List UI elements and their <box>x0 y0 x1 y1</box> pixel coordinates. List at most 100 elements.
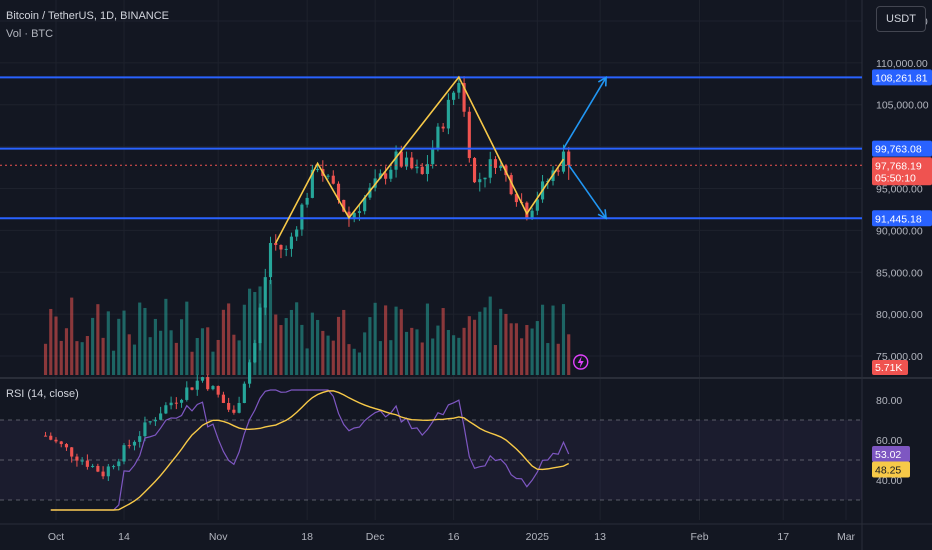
resistance-price-label-text: 108,261.81 <box>875 72 928 84</box>
candle-body <box>179 399 184 403</box>
candle-body <box>336 183 341 200</box>
volume-bar <box>242 304 246 375</box>
volume-bar <box>472 319 477 375</box>
volume-bar <box>509 323 513 375</box>
volume-bar <box>111 350 116 375</box>
pattern-drawing[interactable] <box>275 75 608 244</box>
candle-body <box>561 151 566 172</box>
candle-body <box>148 421 152 423</box>
rsi-bands <box>0 419 862 501</box>
axis-labels: 108,261.81 99,763.08 91,445.18 97,768.1905:… <box>872 69 932 478</box>
candle-body <box>43 435 48 437</box>
support-price-label-text: 91,445.18 <box>875 213 922 225</box>
candle-body <box>253 343 257 363</box>
volume-bar <box>446 329 450 375</box>
volume-bar <box>478 311 482 375</box>
candle-body <box>368 187 372 198</box>
volume-bar <box>310 312 314 375</box>
volume-bar <box>504 313 508 375</box>
candle-body <box>64 444 69 448</box>
candle-body <box>164 405 168 414</box>
candle-body <box>535 199 539 211</box>
volume-bar <box>227 303 231 375</box>
time-tick-label: Mar <box>837 531 856 543</box>
support-price-label: 91,445.18 <box>872 210 932 227</box>
volume-bar <box>274 314 278 375</box>
volume-bar <box>91 317 95 375</box>
volume-bar <box>535 321 539 375</box>
volume-bar <box>122 310 126 375</box>
candle-body <box>174 402 178 404</box>
volume-bar <box>530 328 534 375</box>
volume-bar <box>49 308 53 375</box>
volume-bar <box>132 344 137 375</box>
candle-body <box>195 380 199 390</box>
time-tick-label: Feb <box>690 531 708 543</box>
lightning-icon-bolt <box>577 356 584 368</box>
candle-body <box>446 99 450 129</box>
last-price-text: 97,768.19 <box>875 160 922 172</box>
volume-bar <box>347 344 351 375</box>
support-price-label-bg <box>872 210 932 227</box>
volume-bar <box>336 316 341 375</box>
candle-body <box>127 445 131 447</box>
resistance-price-label-bg <box>872 69 932 86</box>
candle-body <box>436 126 440 149</box>
volume-bar <box>357 352 362 375</box>
volume-bar <box>556 343 560 375</box>
volume-bar <box>117 318 121 375</box>
rsi-legend[interactable]: RSI (14, close) <box>6 388 79 400</box>
volume-bar <box>316 319 320 375</box>
candle-body <box>80 460 84 462</box>
volume-bar <box>253 292 257 375</box>
rsi-line <box>50 389 570 511</box>
candle-body <box>363 197 367 212</box>
volume-bar <box>457 337 461 375</box>
candle-body <box>488 159 492 178</box>
volume-bar <box>467 316 471 375</box>
price-tick-label: 85,000.00 <box>876 267 923 279</box>
volume-value-text: 5.71K <box>875 362 902 374</box>
volume-legend[interactable]: Vol · BTC <box>6 28 54 40</box>
time-tick-label: Nov <box>209 531 228 543</box>
horizontal-levels[interactable] <box>0 76 862 220</box>
volume-bar <box>415 329 419 375</box>
volume-bar <box>483 307 487 375</box>
zigzag-pattern-line <box>275 75 565 244</box>
volume-bar <box>138 302 142 375</box>
candle-body <box>567 151 571 166</box>
volume-bar <box>378 341 382 375</box>
candle-body <box>49 435 53 440</box>
candle-body <box>75 456 79 461</box>
volume-bar <box>268 280 273 375</box>
candle-body <box>316 169 320 171</box>
volume-bar <box>54 316 58 375</box>
volume-bar <box>221 309 225 375</box>
symbol-legend[interactable]: Bitcoin / TetherUS, 1D, BINANCE <box>6 10 170 22</box>
currency-button[interactable]: USDT <box>876 6 926 32</box>
rsi-value-bg <box>872 445 910 462</box>
volume-bar <box>64 328 69 375</box>
candle-body <box>185 387 189 400</box>
volume-bar <box>514 323 518 375</box>
last-price-label-bg <box>872 157 932 186</box>
time-tick-label: Oct <box>48 531 64 543</box>
volume-bar <box>174 342 178 375</box>
volume-bars <box>43 280 571 375</box>
candle-body <box>190 387 194 390</box>
time-tick-label: 13 <box>594 531 606 543</box>
rsi-tick-label: 60.00 <box>876 435 902 447</box>
volume-bar <box>190 351 194 375</box>
rsi-ma-line <box>50 390 570 511</box>
candle-body <box>399 151 403 167</box>
candle-body <box>295 229 299 237</box>
volume-bar <box>96 304 100 375</box>
volume-bar <box>436 325 440 375</box>
candle-body <box>138 436 142 442</box>
candle-body <box>410 157 414 169</box>
volume-bar <box>75 341 79 375</box>
candle-body <box>499 165 503 168</box>
volume-bar <box>410 327 414 375</box>
